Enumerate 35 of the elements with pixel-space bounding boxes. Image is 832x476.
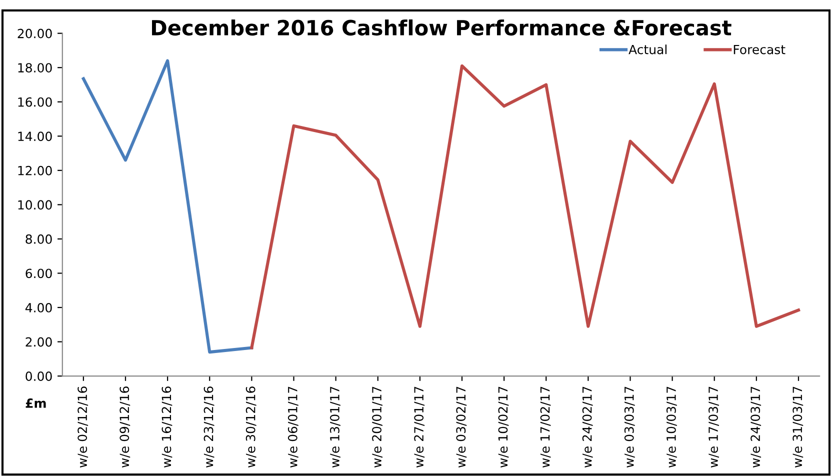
x-tick-label: w/e 13/01/17 — [330, 386, 340, 468]
y-tick-label: 20.00 — [18, 28, 52, 38]
x-tick-label: w/e 03/02/17 — [456, 386, 467, 468]
x-tick-label: w/e 03/03/17 — [624, 386, 635, 468]
x-tick-label: w/e 17/03/17 — [708, 386, 719, 468]
x-tick-label: w/e 16/12/16 — [162, 386, 172, 468]
y-tick-label: 14.00 — [18, 132, 52, 142]
y-tick-label: 16.00 — [18, 97, 52, 107]
chart-title: December 2016 Cashflow Performance &Forecast — [152, 19, 732, 36]
x-tick-label: w/e 30/12/16 — [246, 386, 256, 468]
x-tick-label: w/e 20/01/17 — [372, 386, 382, 468]
y-tick-label: 18.00 — [18, 63, 52, 73]
y-tick-label: 2.00 — [26, 337, 52, 347]
x-tick-label: w/e 02/12/16 — [78, 386, 88, 468]
legend-label: Actual — [628, 44, 667, 54]
y-tick-label: 8.00 — [26, 234, 52, 244]
x-tick-label: w/e 31/03/17 — [792, 386, 804, 468]
line-series — [250, 64, 800, 350]
y-tick-label: 4.00 — [25, 302, 52, 312]
x-tick-label: w/e 24/03/17 — [750, 386, 762, 468]
x-tick-label: w/e 10/03/17 — [666, 386, 677, 468]
x-tick-label: w/e 09/12/16 — [120, 386, 130, 468]
y-tick-label: 0.00 — [26, 372, 52, 381]
y-tick-label: 10.00 — [18, 200, 52, 210]
x-tick-label: w/e 17/02/17 — [540, 386, 551, 468]
y-tick-label: 12.00 — [18, 166, 52, 176]
x-tick-label: w/e 10/02/17 — [498, 386, 509, 468]
x-tick-label: w/e 23/12/16 — [204, 386, 214, 468]
x-tick-label: w/e 06/01/17 — [288, 386, 298, 468]
legend-label: Forecast — [734, 44, 786, 54]
line-series — [82, 59, 254, 354]
y-axis-title: £m — [26, 398, 46, 408]
y-tick-label: 6.00 — [26, 268, 52, 278]
x-tick-label: w/e 27/01/17 — [414, 386, 425, 468]
x-tick-label: w/e 24/02/17 — [582, 386, 593, 468]
